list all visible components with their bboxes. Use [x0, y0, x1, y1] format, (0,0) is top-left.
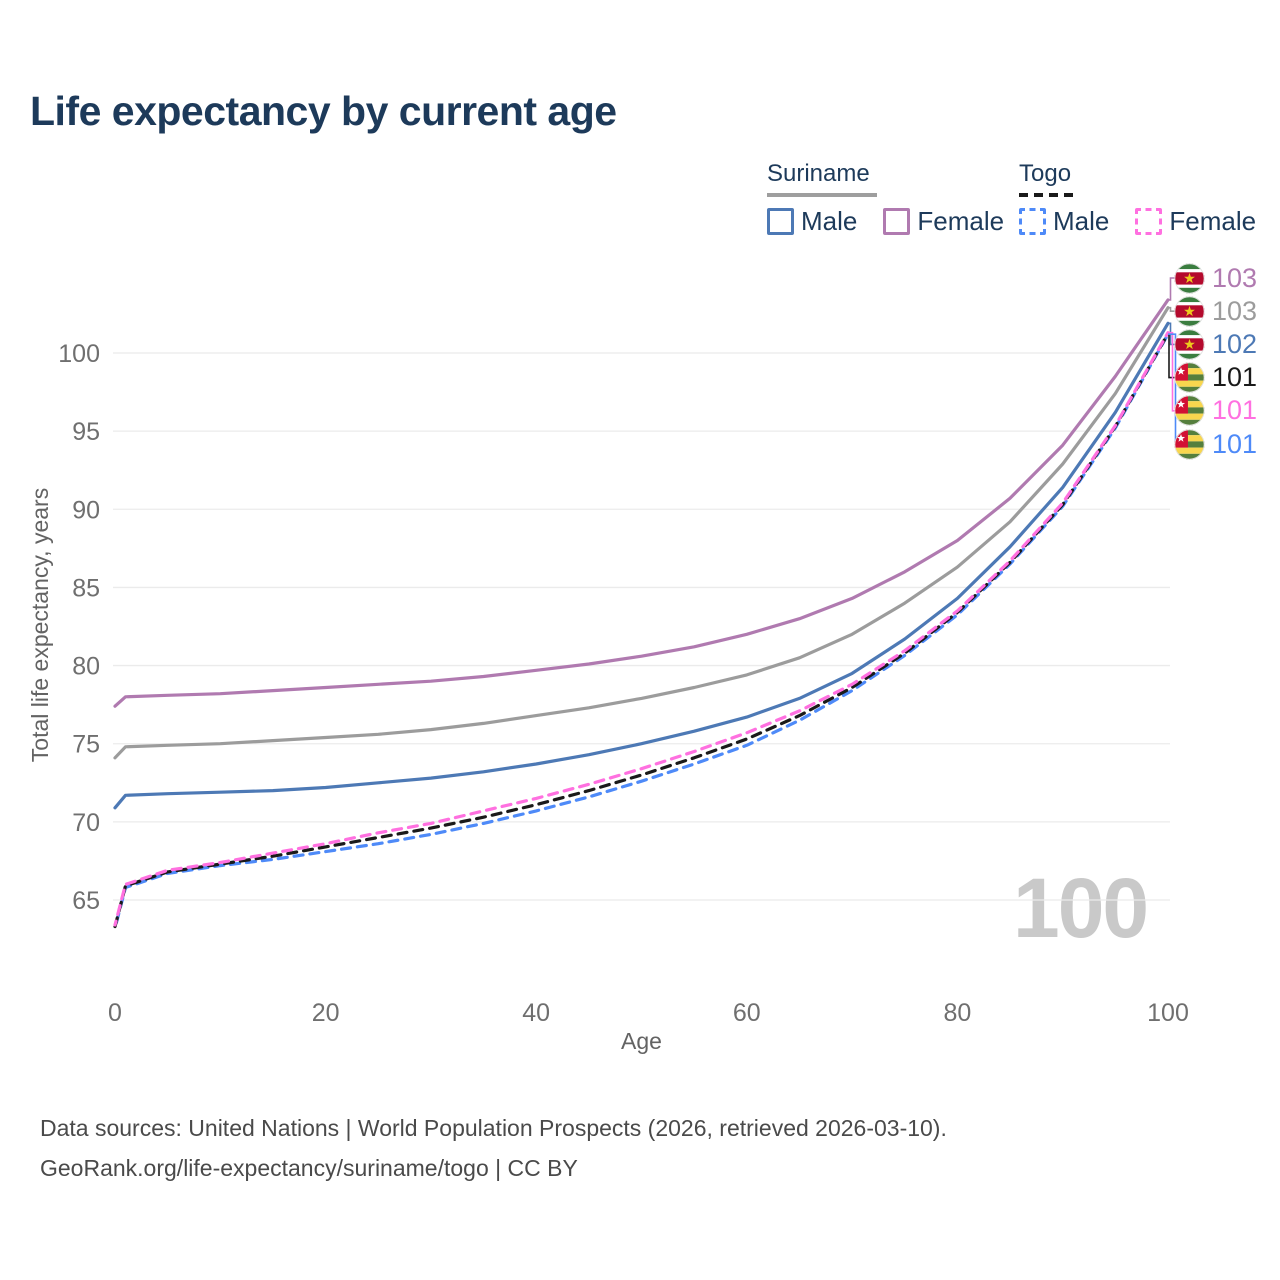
series-line-togo-both[interactable] — [113, 331, 1170, 929]
y-tick-label-70: 70 — [72, 809, 100, 837]
y-tick-label-75: 75 — [72, 731, 100, 759]
y-tick-label-100: 100 — [58, 340, 100, 368]
end-label-connector-suriname-female — [1168, 277, 1178, 301]
footer: Data sources: United Nations | World Pop… — [40, 1108, 947, 1188]
y-tick-label-65: 65 — [72, 887, 100, 915]
end-label-togo-both: 101 — [1174, 362, 1257, 393]
legend-label: Male — [1053, 206, 1110, 236]
end-label-togo-female: 101 — [1174, 395, 1257, 426]
end-label-value: 101 — [1212, 395, 1258, 426]
legend-swatch-togo-female[interactable] — [1135, 208, 1163, 235]
legend-group-title-suriname: Suriname — [767, 160, 870, 187]
age-counter-watermark: 100 — [1013, 861, 1149, 955]
x-tick-label-80: 80 — [943, 999, 971, 1027]
x-tick-label-100: 100 — [1147, 999, 1189, 1027]
y-tick-label-90: 90 — [72, 496, 100, 524]
x-tick-label-40: 40 — [522, 999, 550, 1027]
legend-group-title-togo: Togo — [1019, 160, 1072, 187]
y-tick-label-85: 85 — [72, 574, 100, 602]
x-tick-label-60: 60 — [733, 999, 761, 1027]
x-tick-label-0: 0 — [108, 999, 122, 1027]
end-label-connector-suriname-both — [1168, 306, 1178, 312]
y-tick-label-95: 95 — [72, 418, 100, 446]
togo-flag-icon — [1174, 428, 1205, 460]
legend-swatch-suriname-male[interactable] — [767, 208, 794, 235]
togo-flag-icon — [1174, 395, 1205, 426]
footer-data-sources: Data sources: United Nations | World Pop… — [40, 1115, 947, 1141]
end-label-suriname-female: 103 — [1174, 262, 1258, 294]
legend-label: Female — [917, 206, 1005, 236]
suriname-flag-icon — [1174, 329, 1205, 360]
legend-item-togo-male[interactable]: Male — [1019, 206, 1109, 237]
series-line-suriname-male[interactable] — [113, 321, 1170, 810]
legend-label: Male — [801, 206, 858, 236]
series-line-togo-female[interactable] — [113, 331, 1170, 927]
page-title: Life expectancy by current age — [30, 88, 617, 134]
legend-item-togo-female[interactable]: Female — [1135, 206, 1256, 237]
end-label-suriname-both: 103 — [1174, 296, 1257, 327]
legend-swatch-togo-male[interactable] — [1019, 208, 1046, 235]
x-tick-label-20: 20 — [312, 999, 340, 1027]
suriname-flag-icon — [1174, 262, 1205, 294]
end-label-value: 101 — [1212, 362, 1258, 393]
suriname-flag-icon — [1174, 296, 1205, 327]
footer-attribution: GeoRank.org/life-expectancy/suriname/tog… — [40, 1155, 578, 1181]
end-label-value: 102 — [1212, 328, 1258, 359]
legend-item-suriname-male[interactable]: Male — [767, 206, 857, 237]
x-axis-title: Age — [621, 1028, 662, 1054]
series-line-suriname-both[interactable] — [113, 306, 1170, 760]
legend-item-suriname-female[interactable]: Female — [883, 206, 1004, 237]
togo-flag-icon — [1174, 362, 1205, 393]
end-label-togo-male: 101 — [1174, 428, 1258, 460]
end-label-suriname-male: 102 — [1174, 329, 1257, 360]
legend-group-suriname: Suriname Male Female — [767, 160, 1004, 237]
y-tick-label-80: 80 — [72, 653, 100, 681]
legend-swatch-suriname-female[interactable] — [883, 208, 911, 235]
end-label-value: 103 — [1212, 262, 1258, 293]
series-line-togo-male[interactable] — [113, 332, 1170, 930]
y-axis-title: Total life expectancy, years — [27, 488, 53, 762]
legend-group-togo: Togo Male Female — [1019, 160, 1256, 237]
end-label-value: 101 — [1212, 428, 1258, 459]
end-label-value: 103 — [1212, 295, 1258, 326]
legend-label: Female — [1169, 206, 1257, 236]
legend-underline-dashed — [1019, 193, 1077, 197]
legend-underline-solid — [767, 193, 877, 197]
series-line-suriname-female[interactable] — [113, 298, 1170, 708]
